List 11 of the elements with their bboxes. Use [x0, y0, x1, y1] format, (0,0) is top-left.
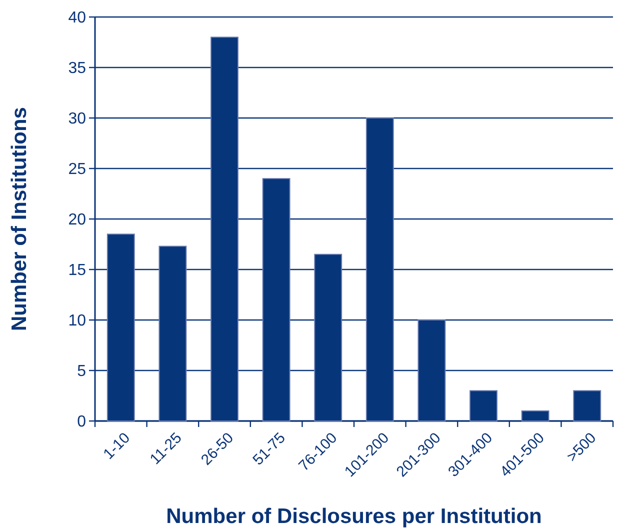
x-axis-title: Number of Disclosures per Institution — [166, 505, 542, 528]
y-tick-label: 20 — [68, 212, 86, 229]
y-tick-label: 0 — [77, 414, 86, 431]
y-tick-label: 25 — [68, 161, 86, 178]
y-tick-label: 35 — [68, 60, 86, 78]
y-tick-label: 40 — [68, 10, 86, 27]
y-tick-label: 15 — [68, 262, 86, 280]
y-tick-label: 5 — [77, 363, 86, 380]
y-axis-title: Number of Institutions — [8, 107, 31, 331]
y-tick-label: 30 — [68, 110, 86, 128]
y-tick-label: 10 — [68, 312, 86, 330]
